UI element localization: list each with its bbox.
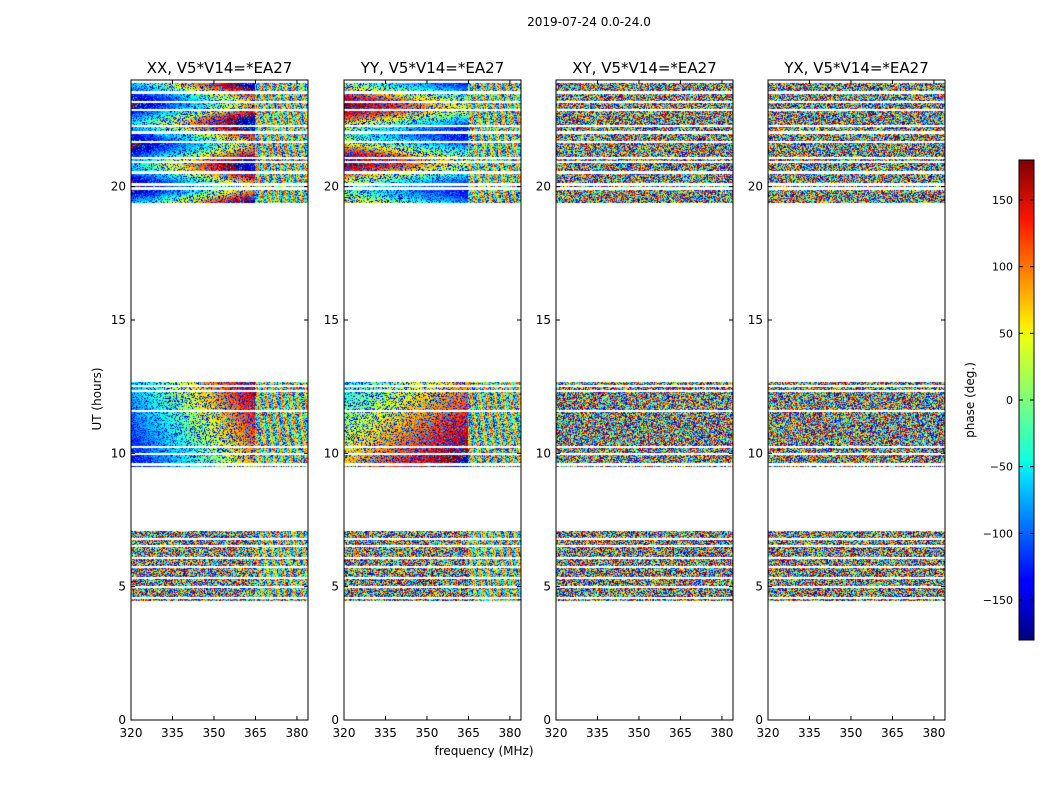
y-tick-label: 15 bbox=[748, 313, 763, 327]
x-tick-label: 320 bbox=[120, 726, 143, 740]
y-tick-label: 0 bbox=[331, 713, 339, 727]
panel-title-xy: XY, V5*V14=*EA27 bbox=[572, 59, 717, 77]
x-tick-label: 335 bbox=[798, 726, 821, 740]
y-tick-label: 5 bbox=[543, 580, 551, 594]
heatmap-yy bbox=[344, 80, 521, 720]
y-tick-label: 15 bbox=[324, 313, 339, 327]
y-tick-label: 5 bbox=[118, 580, 126, 594]
colorbar-ticks: −150 −100 −50 0 50 100 150 bbox=[983, 194, 1034, 607]
colorbar-tick-label: 50 bbox=[999, 327, 1013, 340]
panel-frame bbox=[343, 79, 522, 721]
y-tick-label: 0 bbox=[755, 713, 763, 727]
colorbar-label: phase (deg.) bbox=[963, 362, 977, 438]
colorbar-tick-label: −50 bbox=[990, 461, 1013, 474]
x-tick-label: 335 bbox=[586, 726, 609, 740]
x-tick-label: 335 bbox=[374, 726, 397, 740]
x-tick-label: 350 bbox=[416, 726, 439, 740]
panel-title-xx: XX, V5*V14=*EA27 bbox=[147, 59, 293, 77]
panel-title-yy: YY, V5*V14=*EA27 bbox=[360, 59, 504, 77]
x-tick-label: 365 bbox=[457, 726, 480, 740]
panel-xy: XY, V5*V14=*EA27 320 335 350 365 380 0 5 10 15 20 bbox=[536, 59, 734, 740]
x-tick-label: 350 bbox=[203, 726, 226, 740]
colorbar-tick-label: −100 bbox=[983, 527, 1013, 540]
x-tick-label: 365 bbox=[669, 726, 692, 740]
x-tick-label: 365 bbox=[881, 726, 904, 740]
y-tick-label: 15 bbox=[111, 313, 126, 327]
x-tick-label: 380 bbox=[710, 726, 733, 740]
x-tick-label: 335 bbox=[161, 726, 184, 740]
y-tick-label: 0 bbox=[543, 713, 551, 727]
panel-frame bbox=[767, 79, 946, 721]
x-tick-label: 350 bbox=[840, 726, 863, 740]
y-tick-label: 15 bbox=[536, 313, 551, 327]
x-axis-label: frequency (MHz) bbox=[434, 744, 533, 758]
x-tick-label: 365 bbox=[244, 726, 267, 740]
figure-title: 2019-07-24 0.0-24.0 bbox=[527, 15, 651, 29]
panel-xx: XX, V5*V14=*EA27 320 335 350 365 380 0 5 10 15 20 bbox=[111, 59, 309, 740]
x-tick-label: 380 bbox=[922, 726, 945, 740]
colorbar-tick-label: 150 bbox=[992, 194, 1013, 207]
colorbar: −150 −100 −50 0 50 100 150 phase (deg.) bbox=[963, 159, 1035, 641]
heatmap-yx bbox=[768, 80, 945, 720]
heatmap-xy bbox=[556, 80, 733, 720]
y-tick-label: 5 bbox=[755, 580, 763, 594]
panel-yx: YX, V5*V14=*EA27 320 335 350 365 380 0 5 10 15 20 bbox=[748, 59, 946, 740]
x-tick-label: 350 bbox=[628, 726, 651, 740]
x-tick-label: 380 bbox=[498, 726, 521, 740]
y-tick-label: 20 bbox=[324, 180, 339, 194]
panel-frame bbox=[130, 79, 309, 721]
y-tick-label: 20 bbox=[748, 180, 763, 194]
x-tick-label: 320 bbox=[545, 726, 568, 740]
colorbar-tick-label: 0 bbox=[1006, 394, 1013, 407]
y-axis-label: UT (hours) bbox=[90, 367, 104, 430]
y-tick-label: 20 bbox=[536, 180, 551, 194]
y-tick-label: 10 bbox=[748, 446, 763, 460]
x-tick-label: 320 bbox=[333, 726, 356, 740]
y-tick-label: 10 bbox=[536, 446, 551, 460]
panel-title-yx: YX, V5*V14=*EA27 bbox=[783, 59, 929, 77]
y-tick-label: 10 bbox=[111, 446, 126, 460]
colorbar-tick-label: −150 bbox=[983, 594, 1013, 607]
y-tick-label: 10 bbox=[324, 446, 339, 460]
colorbar-tick-label: 100 bbox=[992, 261, 1013, 274]
heatmap-xx bbox=[131, 80, 308, 720]
panel-yy: YY, V5*V14=*EA27 320 335 350 365 380 0 5 10 15 20 bbox=[324, 59, 522, 740]
y-tick-label: 5 bbox=[331, 580, 339, 594]
y-tick-label: 20 bbox=[111, 180, 126, 194]
y-tick-label: 0 bbox=[118, 713, 126, 727]
x-tick-label: 380 bbox=[285, 726, 308, 740]
x-tick-label: 320 bbox=[757, 726, 780, 740]
panel-frame bbox=[555, 79, 734, 721]
